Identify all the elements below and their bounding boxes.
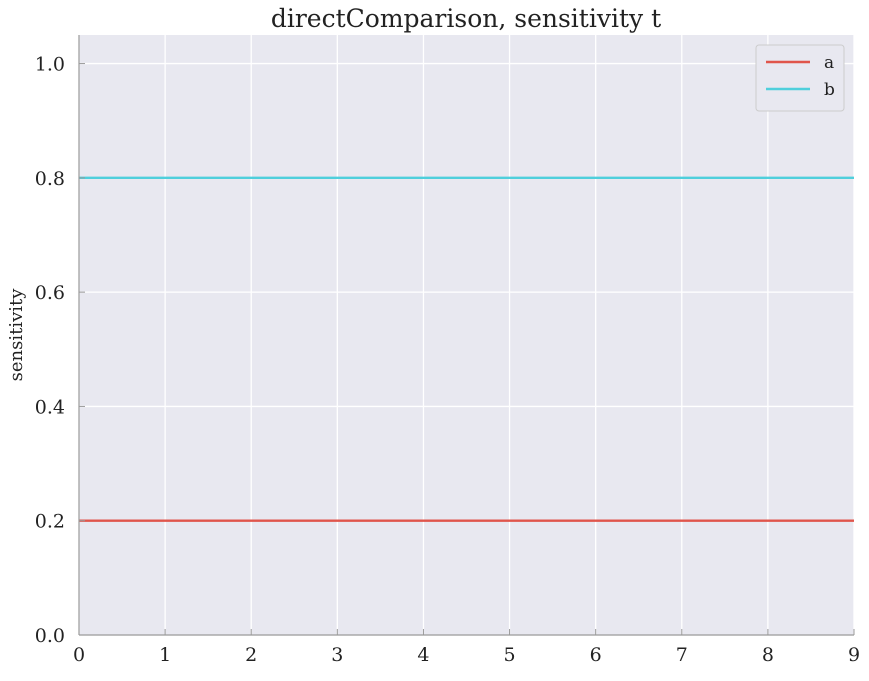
x-tick-label-3: 3: [331, 644, 343, 666]
y-axis-label: sensitivity: [6, 288, 27, 382]
legend-label-a: a: [824, 53, 834, 73]
plot-background: [79, 35, 854, 635]
y-tick-label-3: 0.6: [35, 282, 65, 304]
x-tick-label-6: 6: [590, 644, 602, 666]
x-tick-label-8: 8: [762, 644, 774, 666]
y-tick-label-4: 0.8: [35, 168, 65, 190]
x-tick-label-5: 5: [504, 644, 516, 666]
axes: [78, 35, 854, 636]
y-tick-label-0: 0.0: [35, 625, 65, 647]
x-tick-label-1: 1: [159, 644, 171, 666]
chart-title: directComparison, sensitivity t: [271, 4, 661, 33]
y-axis-ticks: 0.0 0.2 0.4 0.6 0.8 1.0: [35, 54, 85, 647]
x-tick-label-7: 7: [676, 644, 688, 666]
series-lines: [79, 176, 854, 522]
y-tick-label-2: 0.4: [35, 396, 65, 418]
y-tick-label-5: 1.0: [35, 54, 65, 76]
legend-label-b: b: [824, 80, 835, 100]
x-axis-ticks: 0 1 2 3 4 5 6 7 8 9: [73, 629, 860, 666]
legend: ab: [755, 44, 845, 112]
x-tick-label-9: 9: [848, 644, 860, 666]
y-tick-label-1: 0.2: [35, 511, 65, 533]
x-tick-label-4: 4: [417, 644, 429, 666]
x-tick-label-2: 2: [245, 644, 257, 666]
x-tick-label-0: 0: [73, 644, 85, 666]
